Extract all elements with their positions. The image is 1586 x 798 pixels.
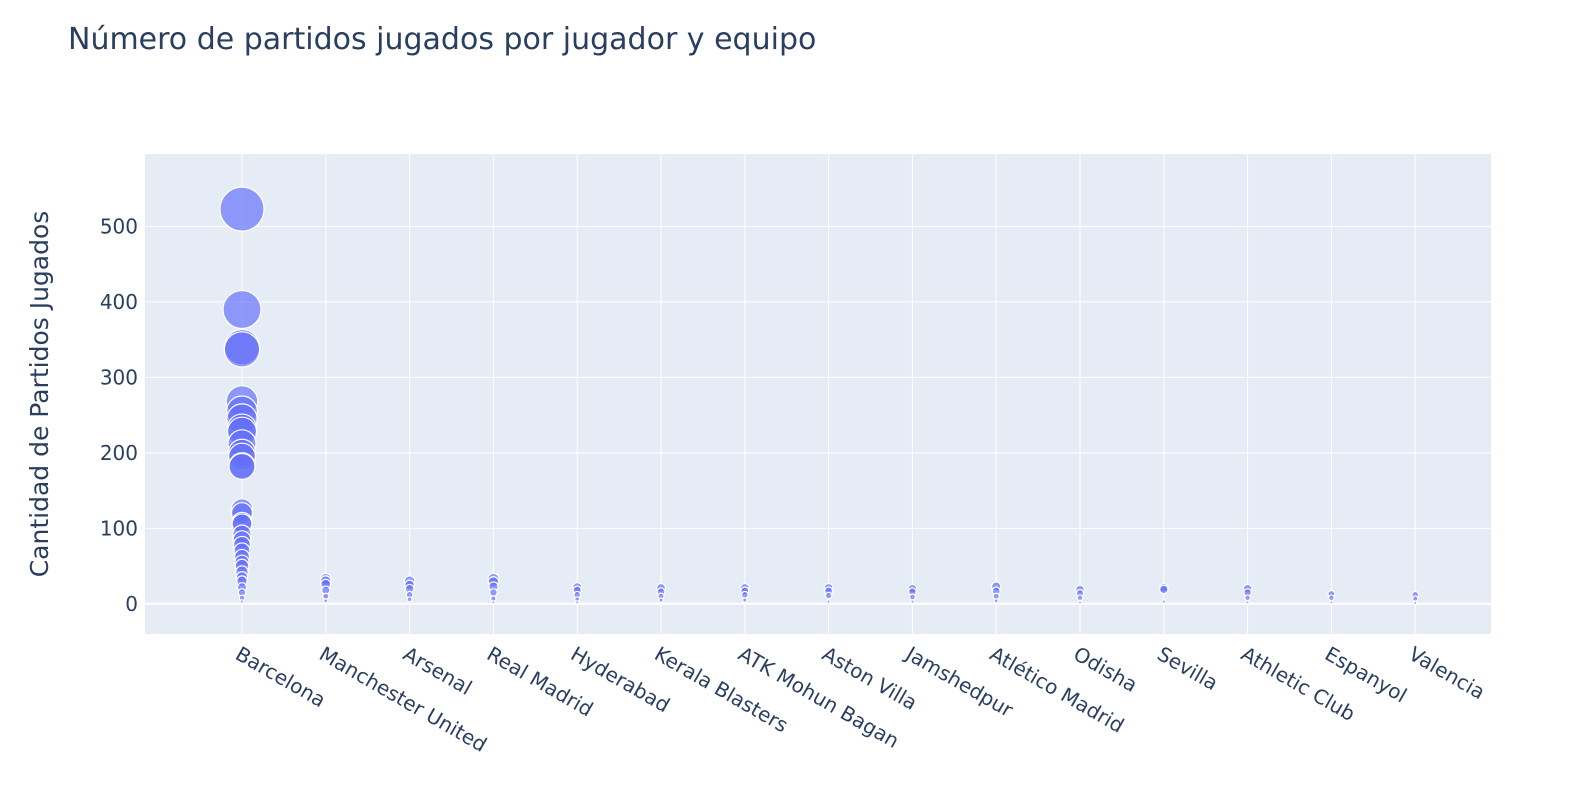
data-point[interactable] [1077,600,1083,605]
y-tick-label: 500 [100,214,138,238]
data-point[interactable] [1328,594,1335,602]
data-point[interactable] [1329,600,1334,605]
y-tick-label: 0 [125,592,138,616]
data-point[interactable] [1076,594,1084,602]
data-point[interactable] [1159,584,1169,595]
markers [219,186,1420,606]
data-point[interactable] [1245,600,1250,605]
data-point[interactable] [658,597,664,603]
data-point[interactable] [1412,595,1419,602]
data-point[interactable] [323,598,329,604]
data-point[interactable] [491,600,496,605]
data-point[interactable] [993,598,999,604]
data-point[interactable] [824,591,833,600]
gridlines [145,154,1491,634]
x-tick-label: Sevilla [1153,642,1222,696]
data-point[interactable] [228,452,256,481]
data-point[interactable] [575,600,580,605]
data-point[interactable] [1413,600,1418,606]
y-tick-label: 200 [100,441,138,465]
data-point[interactable] [406,596,413,603]
data-point[interactable] [910,599,915,604]
data-point[interactable] [219,186,265,232]
data-point[interactable] [826,599,831,604]
data-point[interactable] [740,590,749,599]
y-tick-label: 300 [100,365,138,389]
data-point[interactable] [223,331,261,368]
x-tick-label: Barcelona [232,642,330,713]
y-tick-labels: 0 100 200 300 400 500 [100,214,138,615]
data-point[interactable] [239,599,245,604]
y-tick-label: 400 [100,290,138,314]
data-point[interactable] [1161,599,1167,604]
y-tick-label: 100 [100,516,138,540]
data-point[interactable] [742,597,748,603]
x-tick-label: Valencia [1405,642,1490,705]
y-axis-title: Cantidad de Partidos Jugados [25,211,54,578]
data-point[interactable] [908,593,916,601]
plot-background [145,154,1491,634]
data-point[interactable] [1244,594,1251,602]
data-point[interactable] [489,588,498,597]
data-point[interactable] [222,289,262,330]
chart-title: Número de partidos jugados por jugador y… [68,22,817,57]
